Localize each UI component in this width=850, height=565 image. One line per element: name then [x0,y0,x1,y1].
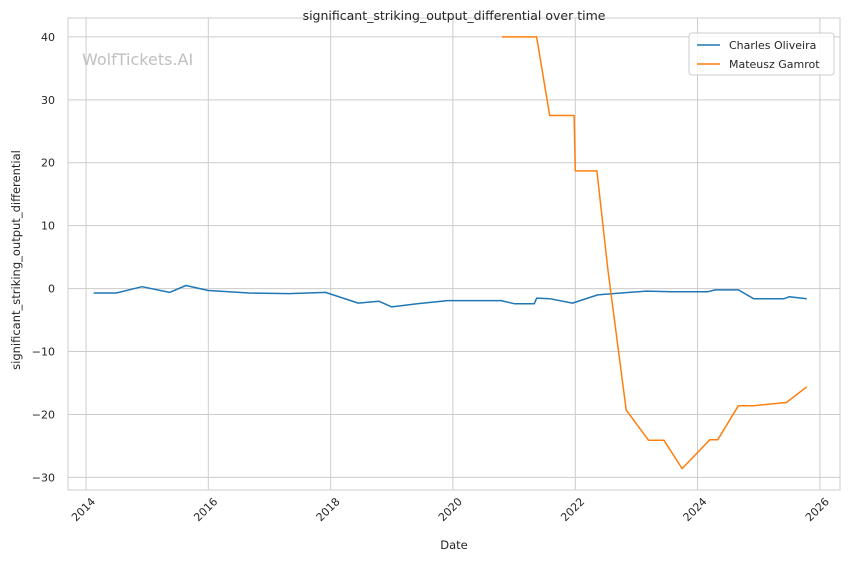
x-tick-label: 2022 [558,495,587,524]
x-tick-label: 2014 [69,495,98,524]
y-tick-label: −20 [32,408,55,421]
legend-box [688,32,835,76]
y-tick-label: −10 [32,346,55,359]
grid [68,18,840,490]
x-tick-label: 2026 [803,495,832,524]
y-tick-label: −30 [32,471,55,484]
x-axis-label: Date [440,538,468,552]
x-tick-label: 2024 [681,495,710,524]
series-lines [93,36,808,470]
plot-area-frame [67,17,841,491]
legend: Charles Oliveira Mateusz Gamrot [688,32,835,76]
x-tick-label: 2018 [314,495,343,524]
y-tick-label: 20 [41,157,55,170]
series-line-charles-oliveira [93,284,807,308]
series-line-mateusz-gamrot [502,36,808,470]
chart-title: significant_striking_output_differential… [303,8,606,23]
x-tick-label: 2016 [191,495,220,524]
watermark: WolfTickets.AI [82,50,193,69]
y-tick-label: 40 [41,31,55,44]
y-tick-label: 10 [41,220,55,233]
x-tick-label: 2020 [436,495,465,524]
legend-label-mateusz-gamrot: Mateusz Gamrot [729,58,820,71]
legend-label-charles-oliveira: Charles Oliveira [729,39,816,52]
y-axis-label: significant_striking_output_differential [9,150,23,370]
y-tick-label: 30 [41,94,55,107]
axis-ticks: 2014 2016 2018 2020 2022 2024 2026 40 30 20 10 0 −10… [32,31,832,524]
y-tick-label: 0 [48,283,55,296]
